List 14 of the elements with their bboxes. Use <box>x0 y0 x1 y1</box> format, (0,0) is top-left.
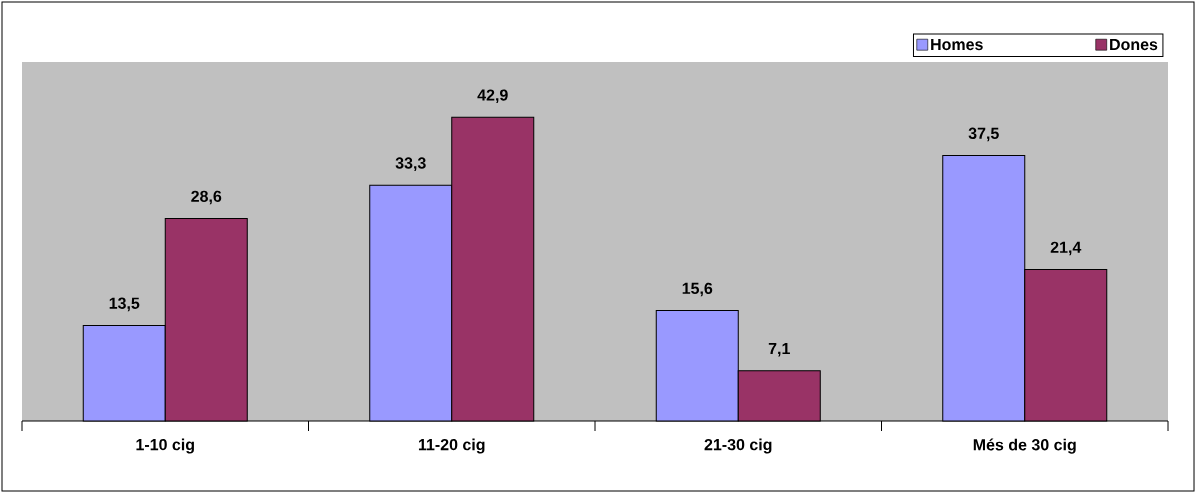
x-tick-label: 21-30 cig <box>704 438 772 454</box>
data-label: 21,4 <box>1050 241 1082 256</box>
x-tick-label: Més de 30 cig <box>973 438 1076 454</box>
data-label: 28,6 <box>191 190 222 205</box>
data-label: 15,6 <box>682 282 713 297</box>
data-label: 13,5 <box>109 297 140 312</box>
x-tick-label: 1-10 cig <box>136 438 194 454</box>
legend-label: Homes <box>931 38 983 51</box>
data-label: 33,3 <box>395 157 426 172</box>
legend-label: Dones <box>1110 38 1158 51</box>
data-label: 37,5 <box>968 127 999 142</box>
data-label: 42,9 <box>477 89 508 104</box>
x-tick-label: 11-20 cig <box>418 438 485 454</box>
data-label: 7,1 <box>768 343 790 357</box>
